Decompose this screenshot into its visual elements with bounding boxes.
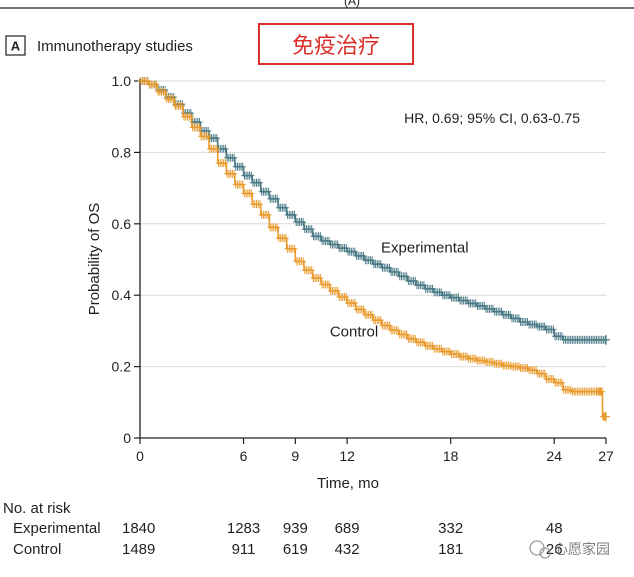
x-tick-label: 6 [240,448,248,464]
risk-value: 619 [283,541,308,558]
y-axis-title: Probability of OS [86,203,103,316]
x-tick-label: 9 [291,448,299,464]
hr-annotation: HR, 0.69; 95% CI, 0.63-0.75 [404,110,580,126]
curve-experimental [140,80,606,341]
y-tick-label: 0.6 [112,216,132,232]
censor-marks-control [137,77,609,421]
series-labels: Experimental Control [330,239,469,340]
stamp-text: 免疫治疗 [292,34,380,59]
watermark: 心愿家园 [529,540,610,559]
risk-value: 48 [546,520,563,537]
risk-value: 1283 [227,520,260,537]
panel-letter-box [5,35,26,56]
risk-value: 432 [335,541,360,558]
gridlines [140,80,606,368]
watermark-icon [529,540,545,556]
censor-marks-experimental [137,77,609,344]
risk-row-label: Control [13,541,61,558]
x-axis-title: Time, mo [317,475,379,492]
axes: 0 0.2 0.4 0.6 0.8 1.0 0 6 9 12 18 24 27 [112,73,614,464]
risk-value: 1489 [122,541,155,558]
stamp: 免疫治疗 [258,23,414,65]
risk-value: 689 [335,520,360,537]
risk-value: 911 [232,541,256,558]
y-tick-label: 1.0 [112,73,132,89]
risk-value: 939 [283,520,308,537]
stamp-box [258,23,414,65]
survival-curves [137,77,610,422]
risk-value: 332 [438,520,463,537]
x-tick-label: 24 [546,448,562,464]
y-tick-label: 0 [123,430,131,446]
watermark-icon-dot [539,547,551,559]
caption-fragment-text: (A) [344,0,360,8]
y-tick-label: 0.4 [112,287,132,303]
series-label-experimental: Experimental [381,239,469,256]
watermark-text: 心愿家园 [554,541,610,558]
panel-title: Immunotherapy studies [37,38,193,55]
series-label-control: Control [330,323,378,340]
x-tick-label: 0 [136,448,144,464]
panel-header: A Immunotherapy studies [5,35,193,56]
x-tick-label: 18 [443,448,459,464]
risk-table-title: No. at risk [3,500,71,517]
caption-fragment: (A) [0,0,634,9]
panel-letter: A [11,39,21,54]
x-tick-label: 27 [598,448,614,464]
risk-row-label: Experimental [13,520,101,537]
risk-table: No. at risk Experimental 1840 1283 939 689 33… [3,500,563,558]
risk-value: 1840 [122,520,155,537]
y-tick-label: 0.2 [112,359,132,375]
x-tick-label: 12 [339,448,355,464]
risk-value: 181 [438,541,463,558]
y-tick-label: 0.8 [112,144,132,160]
